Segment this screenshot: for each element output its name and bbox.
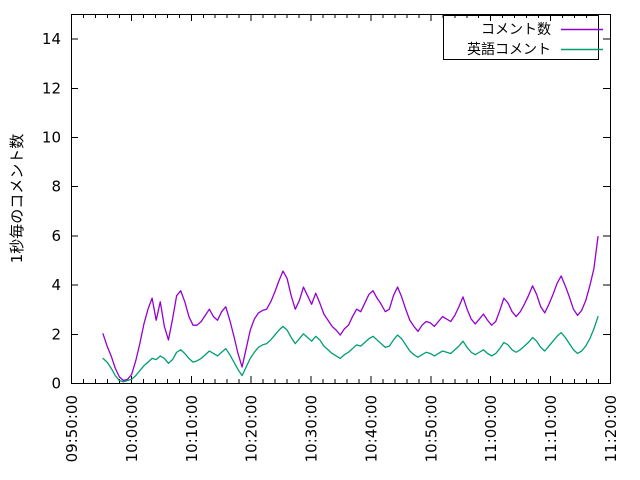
series-line-2: [102, 315, 599, 383]
y-tick-label: 4: [51, 276, 61, 294]
y-tick-label: 14: [42, 30, 61, 48]
x-axis-ticks: 09:50:00 10:00:00 10:10:00 10:20:00 10:30:00…: [63, 14, 620, 462]
y-tick-label: 10: [42, 129, 61, 147]
y-tick-label: 8: [51, 178, 61, 196]
y-tick-label: 0: [51, 375, 61, 393]
y-tick-label: 12: [42, 79, 61, 97]
legend-label: 英語コメント: [467, 41, 551, 58]
x-tick-label: 10:20:00: [243, 395, 261, 462]
plot-frame: [71, 14, 611, 384]
x-tick-label: 11:20:00: [602, 395, 620, 462]
series-lines: [102, 235, 599, 383]
x-tick-label: 10:10:00: [183, 395, 201, 462]
x-tick-label: 10:40:00: [362, 395, 380, 462]
x-tick-label: 09:50:00: [63, 395, 81, 462]
y-tick-label: 2: [51, 325, 61, 343]
y-axis-ticks: 0 2 4 6 8 10 12 14: [42, 30, 610, 393]
y-axis-title: 1秒毎のコメント数: [8, 134, 26, 264]
x-tick-label: 10:00:00: [123, 395, 141, 462]
plot-border: [71, 14, 611, 384]
legend-border: [443, 15, 599, 60]
legend-label: コメント数: [481, 22, 551, 38]
x-tick-label: 11:10:00: [542, 395, 560, 462]
x-tick-label: 10:30:00: [303, 395, 321, 462]
series-line-1: [102, 235, 599, 382]
y-tick-label: 6: [51, 227, 61, 245]
x-tick-label: 10:50:00: [422, 395, 440, 462]
x-tick-label: 11:00:00: [482, 395, 500, 462]
